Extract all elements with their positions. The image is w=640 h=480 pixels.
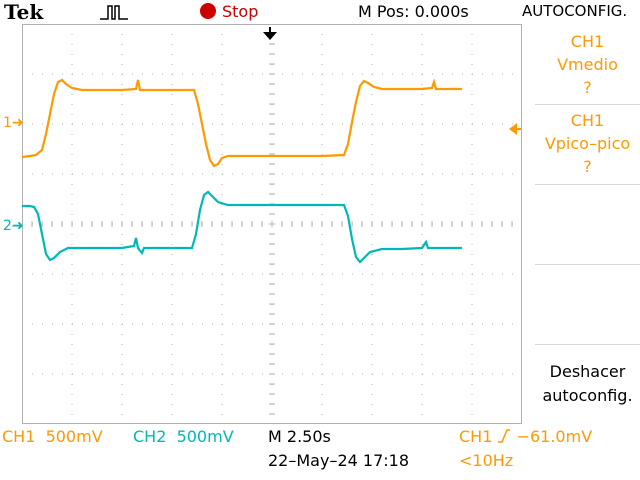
- datetime-readout: 22–May–24 17:18: [268, 451, 409, 470]
- ch1-label: CH1: [2, 427, 36, 446]
- ch2-marker-label: 2: [3, 218, 12, 234]
- ch2-scale-readout: CH2 500mV: [133, 427, 234, 446]
- menu-divider: [535, 264, 640, 265]
- ch1-mean-button[interactable]: CH1 Vmedio ?: [535, 30, 640, 99]
- ch1-scale-readout: CH1 500mV: [2, 427, 103, 446]
- undo-line2: autoconfig.: [542, 386, 633, 405]
- side-menu: CH1 Vmedio ? CH1 Vpico–pico ? Deshacer a…: [535, 24, 640, 424]
- marker-arrow-icon: ➜: [11, 218, 24, 234]
- ch1-mean-channel: CH1: [570, 32, 605, 51]
- ch1-pk2pk-value: ?: [583, 157, 592, 176]
- ch2-label: CH2: [133, 427, 167, 446]
- ch1-scale: 500mV: [45, 427, 103, 446]
- ch1-pk2pk-channel: CH1: [570, 111, 605, 130]
- pulse-acquire-icon: [100, 5, 128, 20]
- menu-divider: [535, 104, 640, 105]
- ch2-trace: [22, 190, 462, 264]
- ch2-scale: 500mV: [176, 427, 234, 446]
- ch1-mean-value: ?: [583, 78, 592, 97]
- trigger-level-icon: [509, 123, 521, 135]
- run-state: Stop: [222, 2, 259, 21]
- undo-autoconfig-button[interactable]: Deshacer autoconfig.: [535, 360, 640, 408]
- trigger-frequency: <10Hz: [459, 451, 514, 470]
- ch2-ground-marker[interactable]: 2➜: [3, 218, 24, 234]
- trigger-level: −61.0mV: [516, 427, 593, 446]
- waveform-display[interactable]: [22, 24, 522, 424]
- undo-line1: Deshacer: [549, 362, 626, 381]
- horizontal-position: M Pos: 0.000s: [358, 2, 469, 21]
- brand-logo: Tek: [4, 0, 44, 24]
- menu-title: AUTOCONFIG.: [522, 2, 628, 20]
- trigger-readout: CH1 −61.0mV: [459, 427, 592, 446]
- ch1-marker-label: 1: [3, 115, 12, 131]
- ch1-trace: [22, 78, 462, 168]
- stop-indicator-icon: [200, 3, 216, 19]
- ch1-pk2pk-label: Vpico–pico: [544, 134, 631, 153]
- ch1-mean-label: Vmedio: [557, 55, 618, 74]
- timebase-readout: M 2.50s: [268, 427, 331, 446]
- rising-edge-icon: [498, 429, 511, 443]
- menu-divider: [535, 344, 640, 345]
- ch1-ground-marker[interactable]: 1➜: [3, 115, 24, 131]
- ch1-pk2pk-button[interactable]: CH1 Vpico–pico ?: [535, 109, 640, 178]
- graticule-center-ticks: [22, 24, 522, 424]
- marker-arrow-icon: ➜: [11, 115, 24, 131]
- trigger-position-icon: [263, 32, 277, 40]
- trigger-source: CH1: [459, 427, 493, 446]
- menu-divider: [535, 184, 640, 185]
- status-bar: Tek Stop M Pos: 0.000s AUTOCONFIG.: [0, 0, 640, 24]
